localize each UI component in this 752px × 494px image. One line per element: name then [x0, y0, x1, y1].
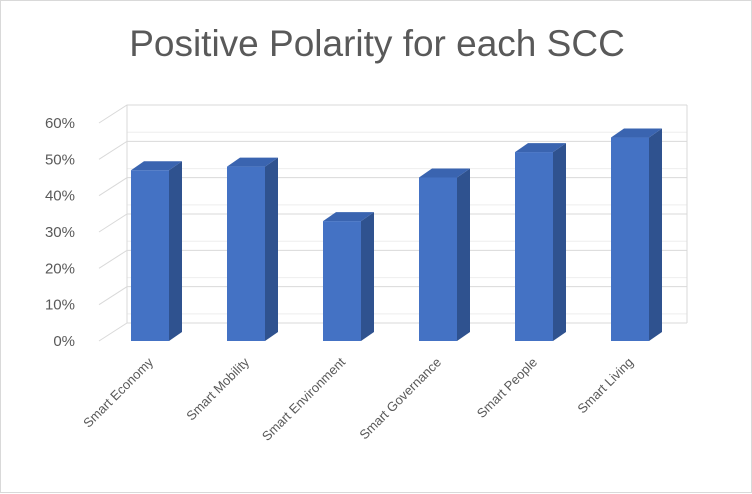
bar [227, 157, 278, 341]
gridline [98, 140, 687, 160]
bar-side [457, 168, 470, 341]
y-tick-label: 60% [45, 115, 75, 132]
bar [419, 168, 470, 341]
bar-side [649, 128, 662, 341]
chart-title: Positive Polarity for each SCC [129, 23, 625, 64]
bar [323, 212, 374, 341]
gridline [98, 249, 687, 269]
x-category-label: Smart People [474, 355, 540, 421]
y-tick-label: 10% [45, 297, 75, 314]
bar-front [131, 170, 169, 341]
x-category-label: Smart Governance [356, 355, 444, 443]
bar-side [169, 161, 182, 341]
x-category-label: Smart Living [574, 355, 636, 417]
bars [131, 128, 662, 341]
x-axis-categories: Smart Economy Smart Mobility Smart Environ… [80, 354, 636, 444]
bar-top [323, 212, 374, 222]
gridline [98, 213, 687, 233]
bar-top [131, 161, 182, 171]
bar-top [419, 168, 470, 178]
bar-side [265, 157, 278, 341]
y-tick-label: 40% [45, 188, 75, 205]
bar-front [227, 166, 265, 341]
gridline [98, 104, 687, 124]
gridlines [98, 104, 688, 342]
x-category-label: Smart Economy [80, 354, 156, 430]
bar-top [515, 143, 566, 153]
gridline [98, 286, 687, 306]
y-tick-label: 0% [53, 333, 75, 350]
y-tick-label: 20% [45, 260, 75, 277]
bar [515, 143, 566, 341]
bar [611, 128, 662, 341]
bar-side [361, 212, 374, 341]
y-axis-ticks: 0% 10% 20% 30% 40% 50% 60% [45, 115, 75, 350]
bar-top [227, 157, 278, 167]
y-tick-label: 30% [45, 224, 75, 241]
bar-front [611, 137, 649, 341]
bar-side [553, 143, 566, 341]
bar-front [419, 177, 457, 341]
bar-top [611, 128, 662, 138]
bar-front [515, 152, 553, 341]
x-category-label: Smart Environment [259, 354, 349, 444]
x-category-label: Smart Mobility [183, 354, 252, 423]
gridline [98, 177, 687, 197]
bar-front [323, 221, 361, 341]
gridline [98, 322, 687, 342]
y-tick-label: 50% [45, 151, 75, 168]
bar [131, 161, 182, 341]
